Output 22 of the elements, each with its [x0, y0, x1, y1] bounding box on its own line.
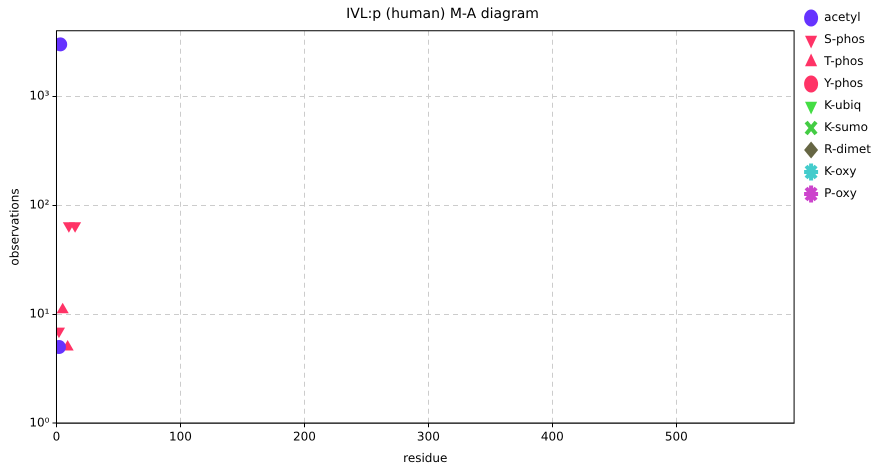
x-axis-title: residue — [403, 450, 448, 465]
legend-label: T-phos — [823, 54, 864, 68]
x-tick-label: 500 — [664, 430, 688, 444]
legend-label: K-sumo — [824, 120, 868, 134]
legend-label: P-oxy — [824, 186, 857, 200]
x-tick-label: 100 — [168, 430, 192, 444]
legend-label: Y-phos — [823, 76, 864, 90]
legend-label: acetyl — [824, 10, 861, 24]
y-tick-label: 10³ — [29, 88, 50, 103]
x-tick-label: 400 — [540, 430, 564, 444]
legend-label: K-oxy — [824, 164, 856, 178]
y-tick-label: 10² — [29, 197, 50, 212]
y-tick-label: 10⁰ — [29, 415, 50, 430]
x-tick-label: 300 — [416, 430, 440, 444]
chart-title: IVL:p (human) M-A diagram — [346, 6, 539, 22]
legend-label: K-ubiq — [824, 98, 862, 112]
x-tick-label: 200 — [292, 430, 316, 444]
y-axis-title: observations — [7, 188, 22, 266]
legend-label: R-dimet — [824, 142, 872, 156]
y-tick-label: 10¹ — [29, 306, 50, 320]
legend-label: S-phos — [824, 32, 865, 46]
x-tick-label: 0 — [52, 430, 60, 444]
